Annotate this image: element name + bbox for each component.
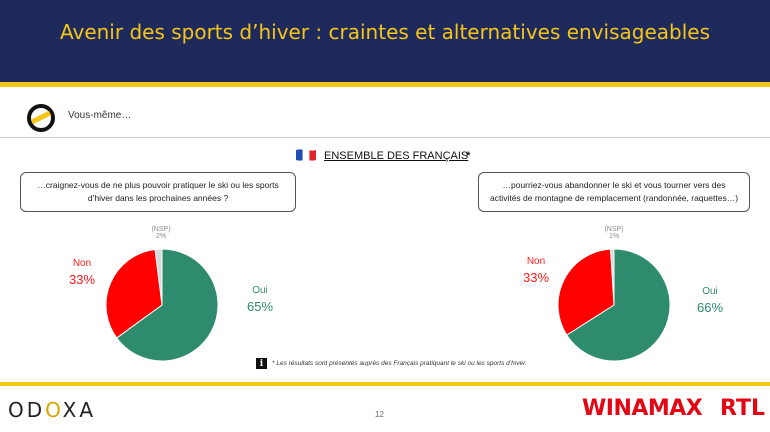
pie1-non-name: Non: [72, 258, 92, 269]
population-asterisk: *: [466, 150, 471, 162]
pie2-oui-name: Oui: [702, 286, 718, 297]
pie2-slice-non: [557, 248, 615, 336]
pie2-non-value: 33%: [522, 270, 550, 285]
pie1-oui-label: Oui 65%: [238, 285, 282, 314]
page-number: 12: [375, 410, 384, 419]
pie2-non-label: Non 33%: [516, 256, 556, 285]
question-box-2: …pourriez-vous abandonner le ski et vous…: [478, 172, 750, 212]
odoxa-logo: ODOXA: [8, 398, 97, 422]
footnote-text: * Les résultats sont présentés auprès de…: [272, 360, 527, 367]
pie1-nsp-value: 2%: [155, 233, 167, 240]
pie2-slice-oui: [566, 248, 671, 362]
divider: [0, 137, 770, 138]
pie1-oui-name: Oui: [252, 285, 268, 296]
french-flag-icon: [296, 149, 316, 161]
question-box-1: …craignez-vous de ne plus pouvoir pratiq…: [20, 172, 296, 212]
odoxa-mark-icon: [27, 104, 55, 132]
pie1-slice-oui: [115, 248, 219, 362]
rtl-logo: RTL: [720, 396, 765, 421]
question-2-text: …pourriez-vous abandonner le ski et vous…: [489, 180, 739, 203]
pie-chart-1: [105, 248, 219, 362]
winamax-logo: WINAMAX: [582, 396, 703, 421]
pie1-non-value: 33%: [68, 272, 96, 287]
pie1-nsp-label: (NSP) 2%: [141, 226, 181, 240]
pie2-oui-label: Oui 66%: [688, 286, 732, 315]
population-label: ENSEMBLE DES FRANÇAIS: [324, 150, 469, 162]
pie2-nsp-name: (NSP): [604, 226, 624, 233]
page-title: Avenir des sports d’hiver : craintes et …: [59, 20, 711, 44]
pie2-non-name: Non: [526, 256, 546, 267]
vous-meme-label: Vous-même…: [68, 110, 132, 121]
info-icon: i: [256, 358, 267, 369]
question-1-text: …craignez-vous de ne plus pouvoir pratiq…: [37, 180, 279, 203]
footnote: i * Les résultats sont présentés auprès …: [256, 358, 527, 369]
footer-accent-bar: [0, 382, 770, 386]
pie1-oui-value: 65%: [246, 299, 274, 314]
header-accent-bar: [0, 82, 770, 87]
pie1-non-label: Non 33%: [62, 258, 102, 287]
pie2-nsp-value: 1%: [608, 233, 620, 240]
pie2-oui-value: 66%: [696, 300, 724, 315]
pie1-slice-non: [105, 248, 163, 339]
pie1-nsp-name: (NSP): [151, 226, 171, 233]
pie2-nsp-label: (NSP) 1%: [594, 226, 634, 240]
pie-chart-2: [557, 248, 671, 362]
header-banner: Avenir des sports d’hiver : craintes et …: [0, 0, 770, 82]
